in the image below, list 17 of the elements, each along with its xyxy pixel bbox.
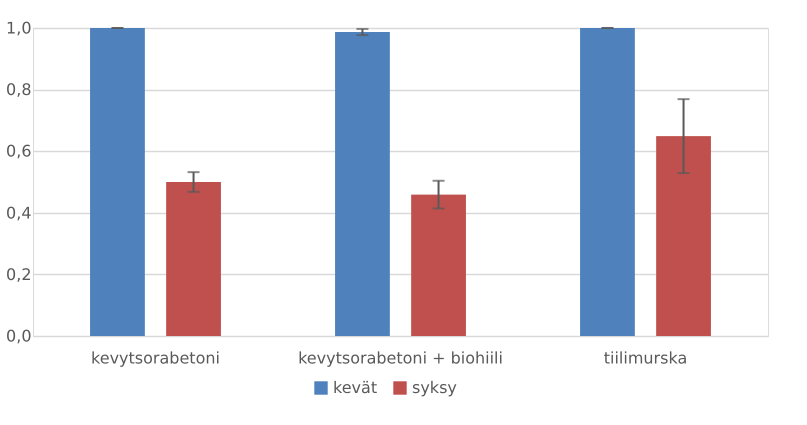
bar (166, 182, 221, 336)
y-tick-label: 0,8 (6, 80, 32, 100)
y-tick-label: 0,0 (6, 326, 32, 346)
bar (580, 28, 635, 336)
y-tick-label: 1,0 (6, 18, 32, 38)
bar (656, 136, 711, 336)
bar (335, 32, 390, 336)
y-tick-label: 0,6 (6, 142, 32, 161)
x-tick-label: tiilimurska (604, 348, 688, 368)
x-tick-label: kevytsorabetoni + biohiili (298, 348, 503, 368)
y-tick-label: 0,4 (6, 203, 32, 222)
x-tick-label: kevytsorabetoni (91, 348, 220, 368)
bar (90, 28, 145, 336)
bar (411, 194, 466, 336)
legend-label: kevät (333, 378, 378, 397)
legend-label: syksy (412, 378, 457, 397)
y-tick-label: 0,2 (6, 264, 32, 284)
